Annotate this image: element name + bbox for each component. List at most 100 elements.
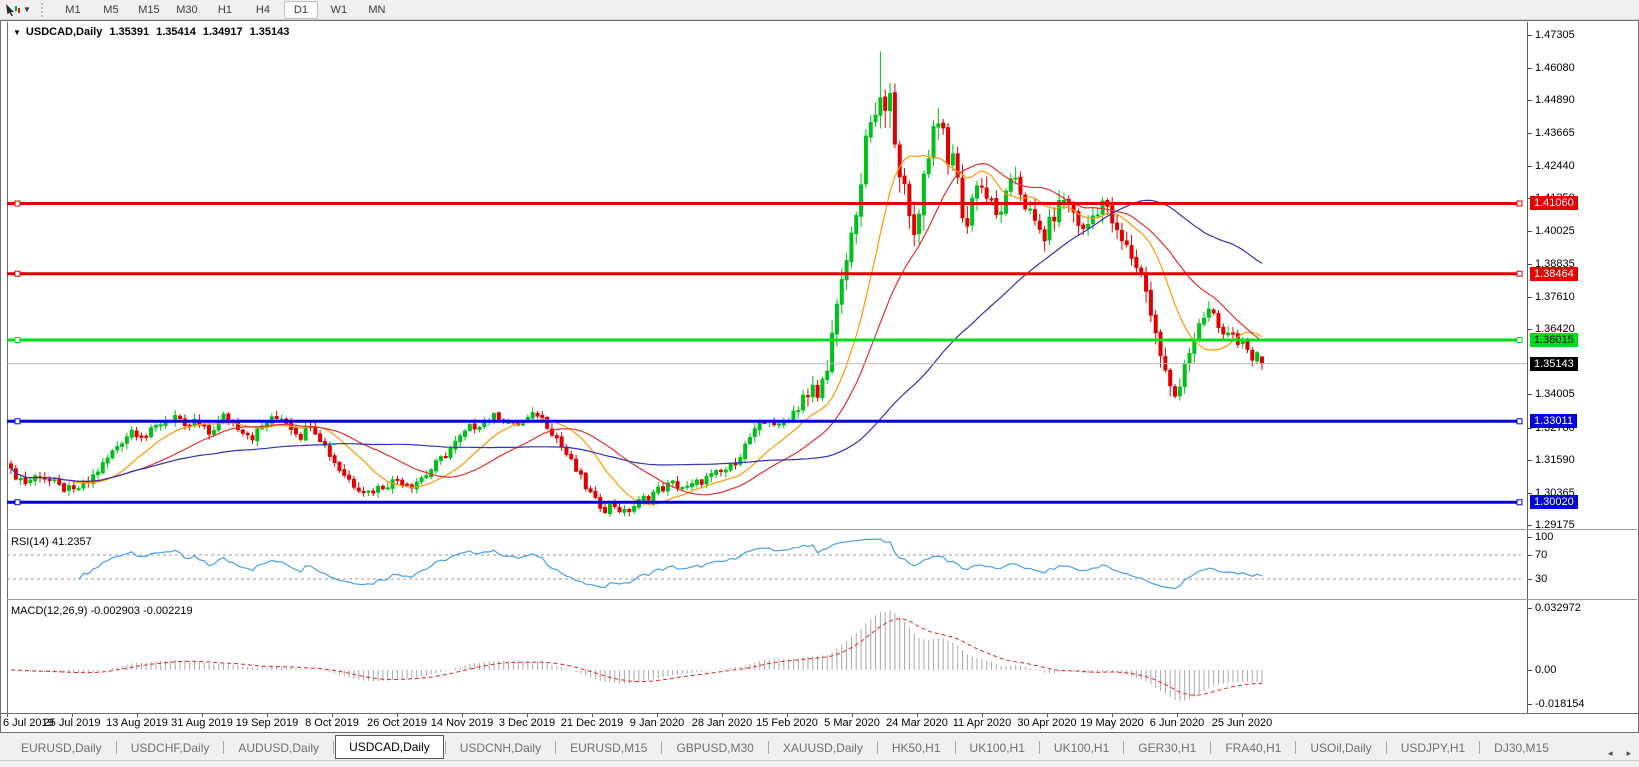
price-axis[interactable]: 1.473051.460801.448901.436651.424401.412… [1528,22,1637,713]
timeframe-button-W1[interactable]: W1 [322,1,356,19]
timeframe-button-H4[interactable]: H4 [246,1,280,19]
price-tick-label: 1.40025 [1535,225,1575,238]
chart-cursor-tool-icon[interactable] [3,2,23,18]
hline-price-label: 1.33011 [1530,414,1577,428]
tab-EURUSD-M15[interactable]: EURUSD,M15 [557,738,660,758]
current-price-label: 1.35143 [1530,357,1578,371]
date-label: 25 Jul 2019 [44,717,101,729]
tool-dropdown-caret[interactable]: ▼ [23,5,31,14]
tab-separator [768,741,769,754]
price-tick-mark [1528,68,1532,69]
panel-separator [1528,599,1637,600]
tab-separator [1386,741,1387,754]
hline-handle[interactable] [15,500,20,505]
hline-handle[interactable] [1517,419,1522,424]
panel-separator [1528,529,1637,530]
tab-AUDUSD-Daily[interactable]: AUDUSD,Daily [225,738,332,758]
price-chart[interactable] [7,22,1528,713]
price-tick-mark [1528,525,1532,526]
date-label: 9 Jan 2020 [630,717,684,729]
tab-XAUUSD-Daily[interactable]: XAUUSD,Daily [770,738,876,758]
macd-axis-label: 0.032972 [1535,602,1581,615]
toolbar-grip[interactable] [41,3,48,17]
hline-handle[interactable] [15,271,20,276]
timeframe-button-M15[interactable]: M15 [132,1,166,19]
date-label: 25 Jun 2020 [1212,717,1273,729]
tab-USDJPY-H1[interactable]: USDJPY,H1 [1388,738,1478,758]
date-label: 15 Feb 2020 [756,717,818,729]
quote-open: 1.35391 [109,26,149,38]
tab-scroll-controls: ◂ ▸ [1608,748,1631,759]
date-label: 28 Jan 2020 [692,717,753,729]
rsi-tick-mark [1528,537,1532,538]
timeframe-button-M1[interactable]: M1 [56,1,90,19]
timeframe-button-H1[interactable]: H1 [208,1,242,19]
tab-DJ30-M15[interactable]: DJ30,M15 [1481,738,1562,758]
tab-USDCHF-Daily[interactable]: USDCHF,Daily [118,738,223,758]
candles-layer [10,51,1264,516]
cursor-candles-icon [5,3,21,17]
date-label: 6 Jun 2020 [1150,717,1204,729]
tab-EURUSD-Daily[interactable]: EURUSD,Daily [8,738,115,758]
price-tick-mark [1528,460,1532,461]
date-label: 5 Mar 2020 [824,717,880,729]
symbol-title: USDCAD,Daily [26,26,102,38]
timeframe-button-M30[interactable]: M30 [170,1,204,19]
hline-handle[interactable] [15,338,20,343]
tab-GER30-H1[interactable]: GER30,H1 [1125,738,1209,758]
symbol-dropdown-icon[interactable]: ▼ [13,28,21,37]
tab-UK100-H1[interactable]: UK100,H1 [1041,738,1122,758]
hline-handle[interactable] [1517,500,1522,505]
date-label: 13 Aug 2019 [106,717,168,729]
timeframe-button-D1[interactable]: D1 [284,1,318,19]
quote-high: 1.35414 [156,26,196,38]
tab-USDCNH-Daily[interactable]: USDCNH,Daily [447,738,554,758]
date-label: 8 Oct 2019 [305,717,359,729]
date-label: 14 Nov 2019 [431,717,493,729]
macd-axis-label: 0.00 [1535,664,1556,677]
macd-signal-line [11,619,1262,695]
timeframe-button-MN[interactable]: MN [360,1,394,19]
ma-line-26 [11,164,1262,495]
hline-price-label: 1.36015 [1530,333,1578,347]
price-tick-label: 1.42440 [1535,160,1575,173]
rsi-axis-label: 100 [1535,531,1553,544]
price-tick-mark [1528,231,1532,232]
price-tick-label: 1.34005 [1535,388,1575,401]
tab-separator [661,741,662,754]
tab-FRA40-H1[interactable]: FRA40,H1 [1212,738,1294,758]
rsi-line [79,539,1262,588]
price-tick-mark [1528,493,1532,494]
hline-handle[interactable] [1517,338,1522,343]
timeframe-button-M5[interactable]: M5 [94,1,128,19]
tabs-scroll-left-icon[interactable]: ◂ [1608,748,1613,759]
hline-handle[interactable] [1517,271,1522,276]
price-tick-mark [1528,297,1532,298]
rsi-panel-layer [7,539,1521,588]
hline-handle[interactable] [15,201,20,206]
tab-HK50-H1[interactable]: HK50,H1 [879,738,954,758]
tab-separator [955,741,956,754]
tabs-scroll-right-icon[interactable]: ▸ [1626,748,1631,759]
date-label: 11 Apr 2020 [953,717,1012,729]
tab-USDCAD-Daily[interactable]: USDCAD,Daily [335,735,444,759]
tab-separator [116,741,117,754]
date-label: 31 Aug 2019 [171,717,233,729]
tab-UK100-H1[interactable]: UK100,H1 [957,738,1038,758]
chart-title: ▼ USDCAD,Daily 1.35391 1.35414 1.34917 1… [13,26,289,38]
hline-handle[interactable] [15,419,20,424]
tab-separator [1039,741,1040,754]
date-label: 26 Oct 2019 [367,717,427,729]
tab-USOil-Daily[interactable]: USOil,Daily [1297,738,1384,758]
rsi-axis-label: 70 [1535,549,1547,562]
tab-GBPUSD-M30[interactable]: GBPUSD,M30 [663,738,766,758]
tab-separator [1123,741,1124,754]
hline-handle[interactable] [1517,201,1522,206]
quote-low: 1.34917 [203,26,243,38]
hline-objects-layer[interactable] [7,201,1522,505]
price-tick-label: 1.31590 [1535,454,1575,467]
rsi-indicator-label: RSI(14) 41.2357 [11,536,92,548]
